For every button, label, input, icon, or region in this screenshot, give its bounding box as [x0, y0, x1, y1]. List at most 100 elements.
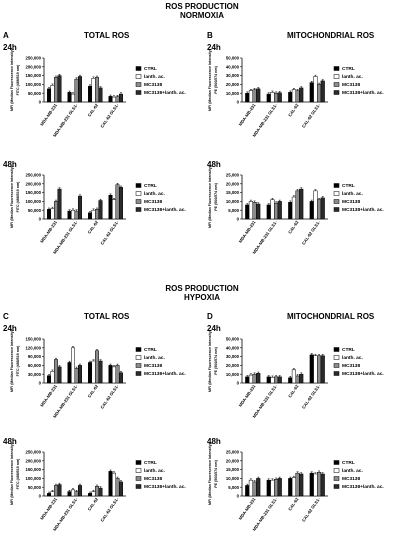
bar-a48-ctrl [88, 212, 93, 220]
bar-d24-mc3138 [252, 373, 257, 384]
bar-c24-lanth-ac [91, 360, 96, 384]
legend-label-c48-ctrl: CTRL [144, 460, 157, 466]
bar-c48-ctrl [108, 471, 113, 497]
y-tick-label-d24: 40,000 [226, 345, 240, 350]
bar-c24-mc3138-lanth-ac [77, 365, 82, 384]
bar-b24-lanth-ac [291, 89, 297, 103]
y-tick-label-a24: 0 [39, 100, 42, 105]
legend-label-c24-ctrl: CTRL [144, 347, 157, 353]
bar-b48-ctrl [245, 204, 250, 220]
bar-a24-ctrl [88, 85, 93, 103]
bar-c48-lanth-ac [91, 491, 96, 497]
bar-d48-mc3138-lanth-ac [299, 473, 304, 497]
x-tick-label-b24: CAL-62 [287, 102, 300, 117]
legend-swatch-d48-mc3138 [333, 476, 340, 481]
legend-label-b48-mc3138: MC3138 [342, 199, 360, 205]
bar-c24-mc3138-lanth-ac [98, 360, 103, 384]
bar-b48-lanth-ac [270, 199, 275, 220]
y-tick-label-a24: 50,000 [28, 91, 42, 96]
bar-d48-mc3138 [252, 481, 257, 497]
legend-swatch-d24-lanth-ac [333, 355, 340, 360]
y-tick-label-b24: 40,000 [226, 64, 240, 69]
bar-d24-lanth-ac [291, 369, 297, 384]
bar-a24-mc3138 [95, 77, 99, 103]
bar-c24-ctrl [88, 362, 93, 384]
bar-c24-ctrl [108, 365, 113, 384]
bar-c24-lanth-ac [71, 347, 75, 384]
legend-label-b48-lanth-ac: lanth. ac. [342, 191, 363, 197]
bar-c48-mc3138 [95, 486, 99, 497]
bar-d48-mc3138-lanth-ac [320, 473, 325, 497]
legend-swatch-b24-ctrl [333, 66, 340, 71]
y-tick-label-d48: 10,000 [226, 476, 240, 481]
y-axis-title-d24: MFI (Median Fluorescence Intensity) [208, 329, 212, 392]
legend-label-b48-mc3138-lanth-ac: MC3138+lanth. ac. [342, 207, 384, 213]
bar-b48-lanth-ac [291, 196, 297, 220]
legend-label-a24-lanth-ac: lanth. ac. [144, 74, 165, 80]
x-tick-label-d24: CAL-62 GLS1- [301, 383, 322, 409]
bar-b24-lanth-ac [248, 90, 254, 103]
legend-swatch-c24-mc3138 [135, 363, 142, 368]
bar-d24-ctrl [309, 354, 314, 384]
legend-swatch-d24-mc3138 [333, 363, 340, 368]
section-title-hypoxia-line2: HYPOXIA [183, 293, 220, 302]
bar-d24-mc3138-lanth-ac [256, 373, 261, 384]
y-tick-label-c48: 0 [39, 494, 42, 499]
y-tick-label-b48: 10,000 [226, 199, 240, 204]
x-tick-label-b24: CAL-62 GLS1- [301, 102, 322, 128]
panel-title-d: MITOCHONDRIAL ROS [287, 312, 375, 321]
legend-swatch-a24-mc3138-lanth-ac [135, 90, 142, 95]
y-tick-label-b24: 20,000 [226, 82, 240, 87]
bar-b48-mc3138-lanth-ac [256, 203, 261, 220]
x-tick-label-d24: CAL-62 [287, 383, 300, 398]
legend-swatch-a48-lanth-ac [135, 191, 142, 196]
legend-label-b24-lanth-ac: lanth. ac. [342, 74, 363, 80]
y-tick-label-d24: 50,000 [226, 337, 240, 342]
x-tick-label-b48: MDA-MB-231 [238, 219, 257, 244]
legend-swatch-c24-lanth-ac [135, 355, 142, 360]
bar-a24-mc3138 [74, 78, 79, 103]
bar-d24-mc3138 [295, 375, 300, 384]
y-axis-title-b24: MFI (Median Fluorescence Intensity) [208, 48, 212, 111]
legend-swatch-a48-mc3138-lanth-ac [135, 207, 142, 212]
bar-a48-lanth-ac [71, 209, 75, 220]
bar-a48-mc3138 [54, 201, 58, 220]
legend-label-a48-mc3138-lanth-ac: MC3138+lanth. ac. [144, 207, 186, 213]
bar-a48-mc3138-lanth-ac [57, 188, 62, 220]
legend-swatch-a48-mc3138 [135, 199, 142, 204]
bar-c24-lanth-ac [112, 366, 116, 384]
bar-c48-lanth-ac [71, 489, 75, 497]
bar-c48-mc3138-lanth-ac [118, 481, 123, 497]
y-tick-label-c48: 50,000 [28, 485, 42, 490]
panel-letter-d: D [207, 312, 213, 321]
legend-label-b24-mc3138: MC3138 [342, 82, 360, 88]
x-tick-label-d48: MDA-MB-231 GLS1- [251, 496, 278, 532]
legend-label-d24-ctrl: CTRL [342, 347, 355, 353]
bar-d24-lanth-ac [270, 377, 275, 384]
panel-letter-c: C [3, 312, 9, 321]
bar-c24-mc3138 [54, 359, 58, 384]
bar-d48-lanth-ac [248, 479, 254, 497]
bar-b48-ctrl [309, 201, 314, 220]
y-tick-label-a24: 100,000 [25, 82, 41, 87]
y-tick-label-d24: 20,000 [226, 363, 240, 368]
y-tick-label-b24: 10,000 [226, 91, 240, 96]
y-tick-label-c24: 60,000 [28, 363, 42, 368]
legend-swatch-b48-ctrl [333, 183, 340, 188]
bar-c48-mc3138 [54, 485, 58, 497]
x-tick-label-b48: CAL-62 [287, 219, 300, 234]
bar-d48-mc3138 [295, 472, 300, 497]
bar-c24-mc3138 [74, 368, 79, 384]
bar-a24-ctrl [47, 88, 52, 103]
legend-label-c48-lanth-ac: lanth. ac. [144, 468, 165, 474]
time-label-24h-d: 24h [207, 324, 221, 333]
y-axis-subtitle-a48: FITC (488/519 nm) [16, 181, 20, 213]
bar-b48-mc3138 [295, 190, 300, 220]
x-tick-label-d24: MDA-MB-231 GLS1- [251, 383, 278, 419]
x-tick-label-c48: CAL-62 [87, 496, 100, 511]
x-tick-label-a24: MDA-MB-231 [39, 102, 58, 127]
x-tick-label-b24: MDA-MB-231 GLS1- [251, 102, 278, 138]
legend-swatch-c24-mc3138-lanth-ac [135, 371, 142, 376]
legend-label-d24-lanth-ac: lanth. ac. [342, 355, 363, 361]
